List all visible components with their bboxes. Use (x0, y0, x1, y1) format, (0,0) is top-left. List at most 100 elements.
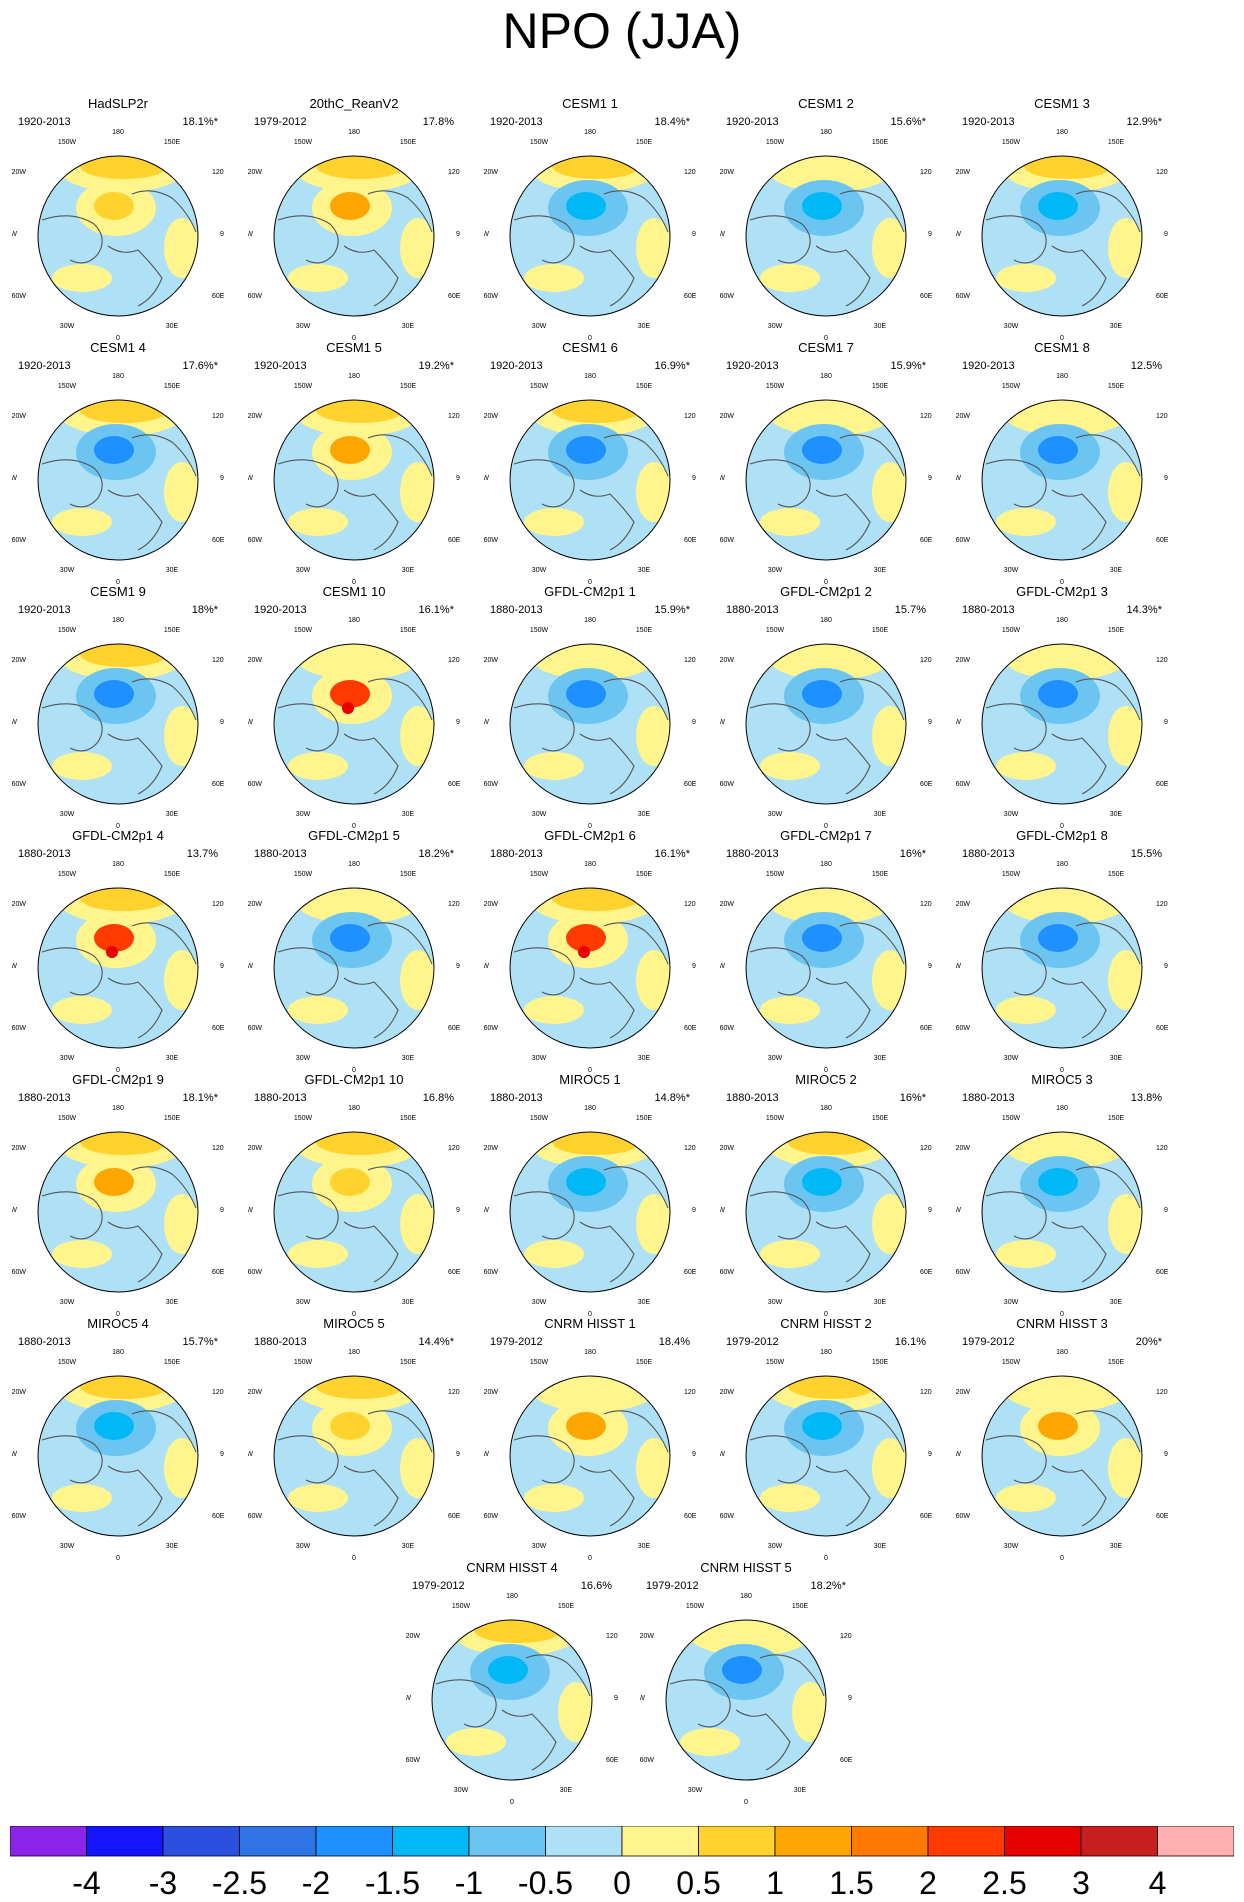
longitude-label: 90W (484, 475, 489, 482)
longitude-label: 60W (484, 537, 498, 544)
longitude-label: 180 (820, 1105, 832, 1112)
longitude-label: 90E (692, 719, 696, 726)
longitude-label: 150E (164, 139, 181, 146)
anomaly-region (288, 1484, 348, 1512)
colorbar-segment (315, 1826, 393, 1857)
panel-variance-percent: 14.8%* (654, 1092, 690, 1104)
panel-years: 1880-2013 (18, 848, 71, 860)
longitude-label: 30W (296, 811, 311, 818)
coastline (749, 1410, 905, 1527)
anomaly-region (788, 400, 876, 423)
map-boundary (431, 1619, 593, 1781)
longitude-label: 30E (560, 1787, 573, 1794)
longitude-label: 150E (400, 139, 417, 146)
longitude-label: 150E (1108, 627, 1125, 634)
anomaly-center (566, 1412, 606, 1440)
longitude-label: 180 (112, 617, 124, 624)
panel-variance-percent: 12.9%* (1126, 116, 1162, 128)
anomaly-region (164, 1438, 198, 1498)
longitude-label: 30W (296, 567, 311, 574)
longitude-label: 120E (684, 413, 696, 420)
longitude-label: 60W (484, 1513, 498, 1520)
longitude-label: 150E (1108, 1115, 1125, 1122)
longitude-label: 60W (720, 537, 734, 544)
anomaly-region (52, 1240, 112, 1268)
panel-years: 1920-2013 (726, 116, 779, 128)
anomaly-region (52, 264, 112, 292)
longitude-label: 90E (692, 1451, 696, 1458)
longitude-label: 30W (1004, 1543, 1019, 1550)
panel-title: CNRM HISST 4 (466, 1560, 558, 1575)
longitude-label: 180 (348, 373, 360, 380)
panel-variance-percent: 20%* (1135, 1336, 1162, 1348)
longitude-label: 0 (1060, 335, 1064, 342)
panel-variance-percent: 12.5% (1130, 360, 1162, 372)
panel-years: 1979-2012 (412, 1580, 465, 1592)
panel-variance-percent: 15.7% (894, 604, 926, 616)
longitude-label: 150E (164, 383, 181, 390)
longitude-label: 90E (220, 231, 224, 238)
longitude-label: 90E (1164, 963, 1168, 970)
longitude-label: 30W (60, 323, 75, 330)
longitude-label: 30E (402, 811, 415, 818)
longitude-label: 120E (212, 901, 224, 908)
panel-title: CNRM HISST 3 (1016, 1316, 1108, 1331)
longitude-label: 90W (248, 1451, 253, 1458)
longitude-label: 180 (1056, 373, 1068, 380)
longitude-label: 30W (768, 567, 783, 574)
anomaly-region (636, 462, 670, 522)
longitude-label: 0 (352, 823, 356, 830)
panel-variance-percent: 15.5% (1130, 848, 1162, 860)
panel-years: 1880-2013 (726, 604, 779, 616)
panel-title: CESM1 6 (562, 340, 618, 355)
longitude-label: 150W (1002, 1115, 1021, 1122)
anomaly-center (1038, 924, 1078, 952)
longitude-label: 120E (1156, 901, 1168, 908)
panel-variance-percent: 16.8% (422, 1092, 454, 1104)
longitude-label: 120E (212, 1389, 224, 1396)
longitude-label: 150E (872, 1115, 889, 1122)
longitude-label: 0 (588, 1555, 592, 1562)
anomaly-region (316, 1132, 404, 1155)
longitude-label: 120E (448, 657, 460, 664)
longitude-label: 60W (12, 1025, 26, 1032)
longitude-label: 60W (720, 781, 734, 788)
panel-title: GFDL-CM2p1 2 (780, 584, 872, 599)
longitude-label: 60W (720, 1025, 734, 1032)
anomaly-region (80, 1132, 168, 1155)
longitude-label: 90W (956, 719, 961, 726)
longitude-label: 60E (684, 781, 696, 788)
anomaly-region (316, 400, 404, 423)
longitude-label: 150W (58, 139, 77, 146)
longitude-label: 90E (928, 963, 932, 970)
longitude-label: 30W (532, 1543, 547, 1550)
longitude-label: 90W (12, 719, 17, 726)
longitude-label: 30E (638, 1055, 651, 1062)
panel-title: GFDL-CM2p1 10 (304, 1072, 404, 1087)
longitude-label: 150E (636, 383, 653, 390)
longitude-label: 150E (636, 627, 653, 634)
longitude-label: 150W (294, 1115, 313, 1122)
longitude-label: 60W (12, 781, 26, 788)
anomaly-region (708, 1620, 796, 1643)
longitude-label: 120E (920, 657, 932, 664)
longitude-label: 60W (12, 1269, 26, 1276)
longitude-label: 0 (824, 335, 828, 342)
colorbar-segment (1080, 1826, 1158, 1857)
longitude-label: 60W (484, 781, 498, 788)
anomaly-center (566, 436, 606, 464)
longitude-label: 90E (456, 1207, 460, 1214)
anomaly-region (52, 996, 112, 1024)
coastline (985, 1166, 1141, 1283)
